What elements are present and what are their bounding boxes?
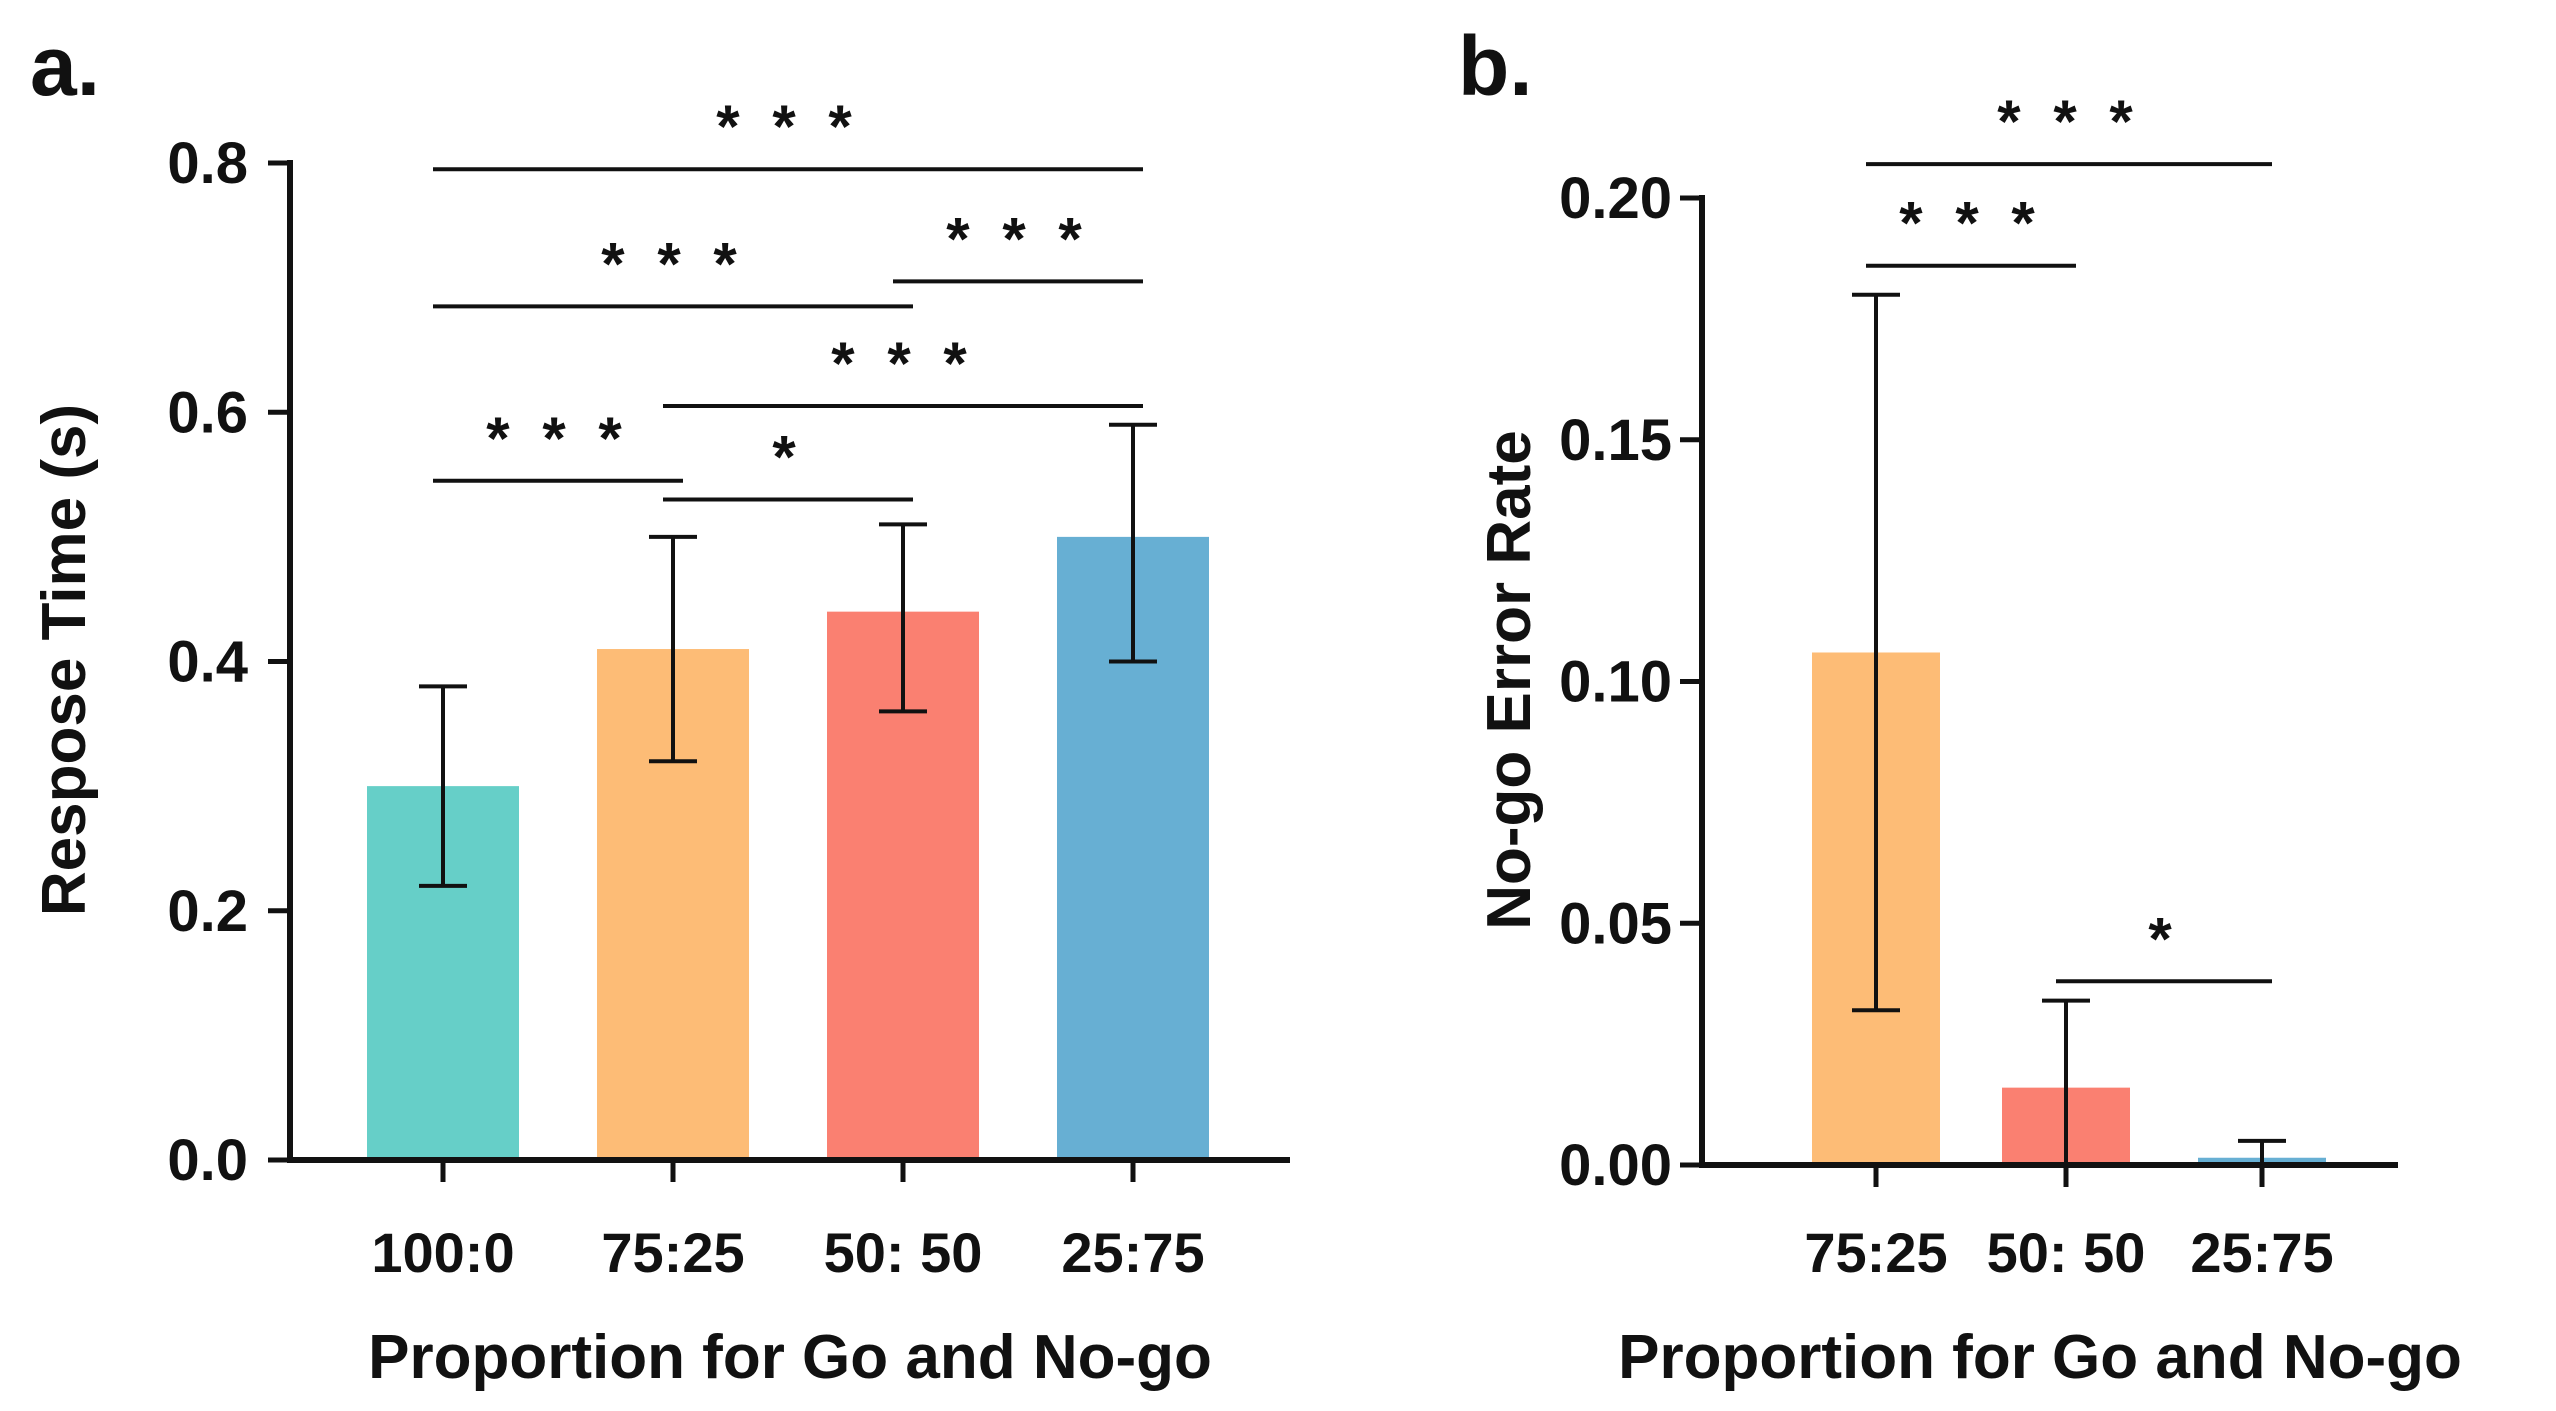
x-category-label: 75:25 [1804, 1221, 1947, 1284]
y-axis-title: No-go Error Rate [1475, 430, 1544, 929]
y-tick-label: 0.4 [167, 630, 248, 695]
significance-label: * * * [946, 205, 1089, 272]
panel-b-error-rate-chart: b. 0.00 0.05 0.10 0.15 0.20 75:25 50: 50 25:75 Pr… [1458, 19, 2462, 1392]
y-tick-label: 0.0 [167, 1128, 248, 1193]
significance-label: * [772, 423, 803, 490]
significance-label: * * * [601, 230, 744, 297]
panel-label: a. [30, 19, 100, 113]
panel-a-response-time-chart: a. 0.0 0.2 0.4 0.6 0.8 100:0 75:25 50: 50 25:75 Pr… [30, 19, 1290, 1392]
y-tick-label: 0.10 [1559, 650, 1672, 715]
x-axis-title: Proportion for Go and No-go [1618, 1323, 2462, 1392]
significance-label: * * * [716, 93, 859, 160]
x-category-label: 75:25 [601, 1221, 744, 1284]
y-tick-label: 0.20 [1559, 166, 1672, 231]
y-tick-label: 0.2 [167, 879, 248, 944]
x-category-label: 50: 50 [1987, 1221, 2146, 1284]
x-category-label: 100:0 [371, 1221, 514, 1284]
significance-label: * * * [831, 330, 974, 397]
y-tick-label: 0.00 [1559, 1133, 1672, 1198]
significance-label: * * * [486, 405, 629, 472]
x-axis-title: Proportion for Go and No-go [368, 1323, 1212, 1392]
x-category-label: 50: 50 [824, 1221, 983, 1284]
y-tick-label: 0.05 [1559, 891, 1672, 956]
significance-label: * [2148, 905, 2179, 972]
y-axis-title: Respose Time (s) [30, 404, 99, 916]
significance-label: * * * [1997, 88, 2140, 155]
x-category-label: 25:75 [1061, 1221, 1204, 1284]
y-tick-label: 0.15 [1559, 408, 1672, 473]
significance-label: * * * [1899, 190, 2042, 257]
x-category-label: 25:75 [2190, 1221, 2333, 1284]
panel-label: b. [1458, 19, 1533, 113]
y-tick-label: 0.8 [167, 131, 248, 196]
y-tick-label: 0.6 [167, 380, 248, 445]
